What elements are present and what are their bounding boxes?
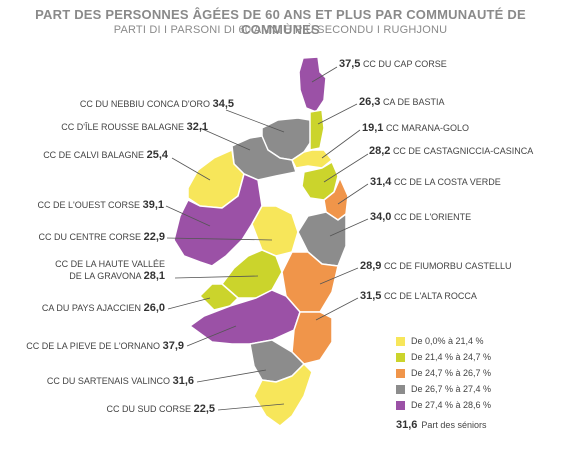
- label-fiumorbu: 28,9 CC DE FIUMORBU CASTELLU: [360, 260, 512, 272]
- label-gravona: CC DE LA HAUTE VALLÉE DE LA GRAVONA 28,1: [55, 259, 165, 282]
- region-marana: [291, 149, 333, 169]
- legend-swatch: [396, 400, 405, 410]
- legend-item: De 0,0% à 21,4 %: [396, 333, 491, 349]
- label-cap-corse: 37,5 CC DU CAP CORSE: [339, 58, 447, 70]
- label-ornano: CC DE LA PIEVE DE L'ORNANO 37,9: [26, 340, 184, 352]
- legend-swatch: [396, 336, 405, 346]
- leader-lines: [165, 66, 369, 411]
- label-sartenais: CC DU SARTENAIS VALINCO 31,6: [46, 375, 194, 387]
- region-ajaccien: [199, 283, 239, 311]
- region-bastia: [309, 109, 325, 151]
- legend: De 0,0% à 21,4 % De 21,4 % à 24,7 % De 2…: [396, 333, 491, 431]
- legend-note: 31,6 Part des séniors: [396, 419, 487, 431]
- legend-swatch: [396, 352, 405, 362]
- label-centre-corse: CC DU CENTRE CORSE 22,9: [38, 231, 165, 243]
- region-centre-corse: [251, 205, 299, 257]
- legend-item: De 27,4 % à 28,6 %: [396, 397, 491, 413]
- region-cap-corse: [298, 56, 327, 113]
- region-gravona: [221, 249, 283, 299]
- label-marana: 19,1 CC MARANA-GOLO: [362, 122, 469, 134]
- label-sud-corse: CC DU SUD CORSE 22,5: [106, 403, 215, 415]
- map-title: PART DES PERSONNES ÂGÉES DE 60 ANS ET PL…: [35, 7, 526, 37]
- region-alta-rocca: [291, 311, 333, 365]
- legend-swatch: [396, 368, 405, 378]
- region-sud-corse: [253, 363, 313, 427]
- label-calvi: CC DE CALVI BALAGNE 25,4: [43, 149, 168, 161]
- label-ajaccien: CA DU PAYS AJACCIEN 26,0: [41, 302, 165, 314]
- label-castagniccia: 28,2 CC DE CASTAGNICCIA-CASINCA: [369, 145, 534, 157]
- label-oriente: 34,0 CC DE L'ORIENTE: [370, 211, 472, 223]
- label-nebbiu: CC DU NEBBIU CONCA D'ORO 34,5: [79, 98, 234, 110]
- label-bastia: 26,3 CA DE BASTIA: [359, 96, 445, 108]
- legend-swatch: [396, 384, 405, 394]
- label-costa-verde: 31,4 CC DE LA COSTA VERDE: [370, 176, 501, 188]
- label-alta-rocca: 31,5 CC DE L'ALTA ROCCA: [360, 290, 477, 302]
- label-ouest-corse: CC DE L'OUEST CORSE 39,1: [37, 199, 164, 211]
- legend-item: De 24,7 % à 26,7 %: [396, 365, 491, 381]
- legend-item: De 21,4 % à 24,7 %: [396, 349, 491, 365]
- legend-item: De 26,7 % à 27,4 %: [396, 381, 491, 397]
- map-subtitle: PARTI DI I PARSONI DI 60 ANNI È PIÙ SECO…: [113, 24, 448, 36]
- label-ile-rousse: CC D'ÎLE ROUSSE BALAGNE 32,1: [61, 121, 208, 133]
